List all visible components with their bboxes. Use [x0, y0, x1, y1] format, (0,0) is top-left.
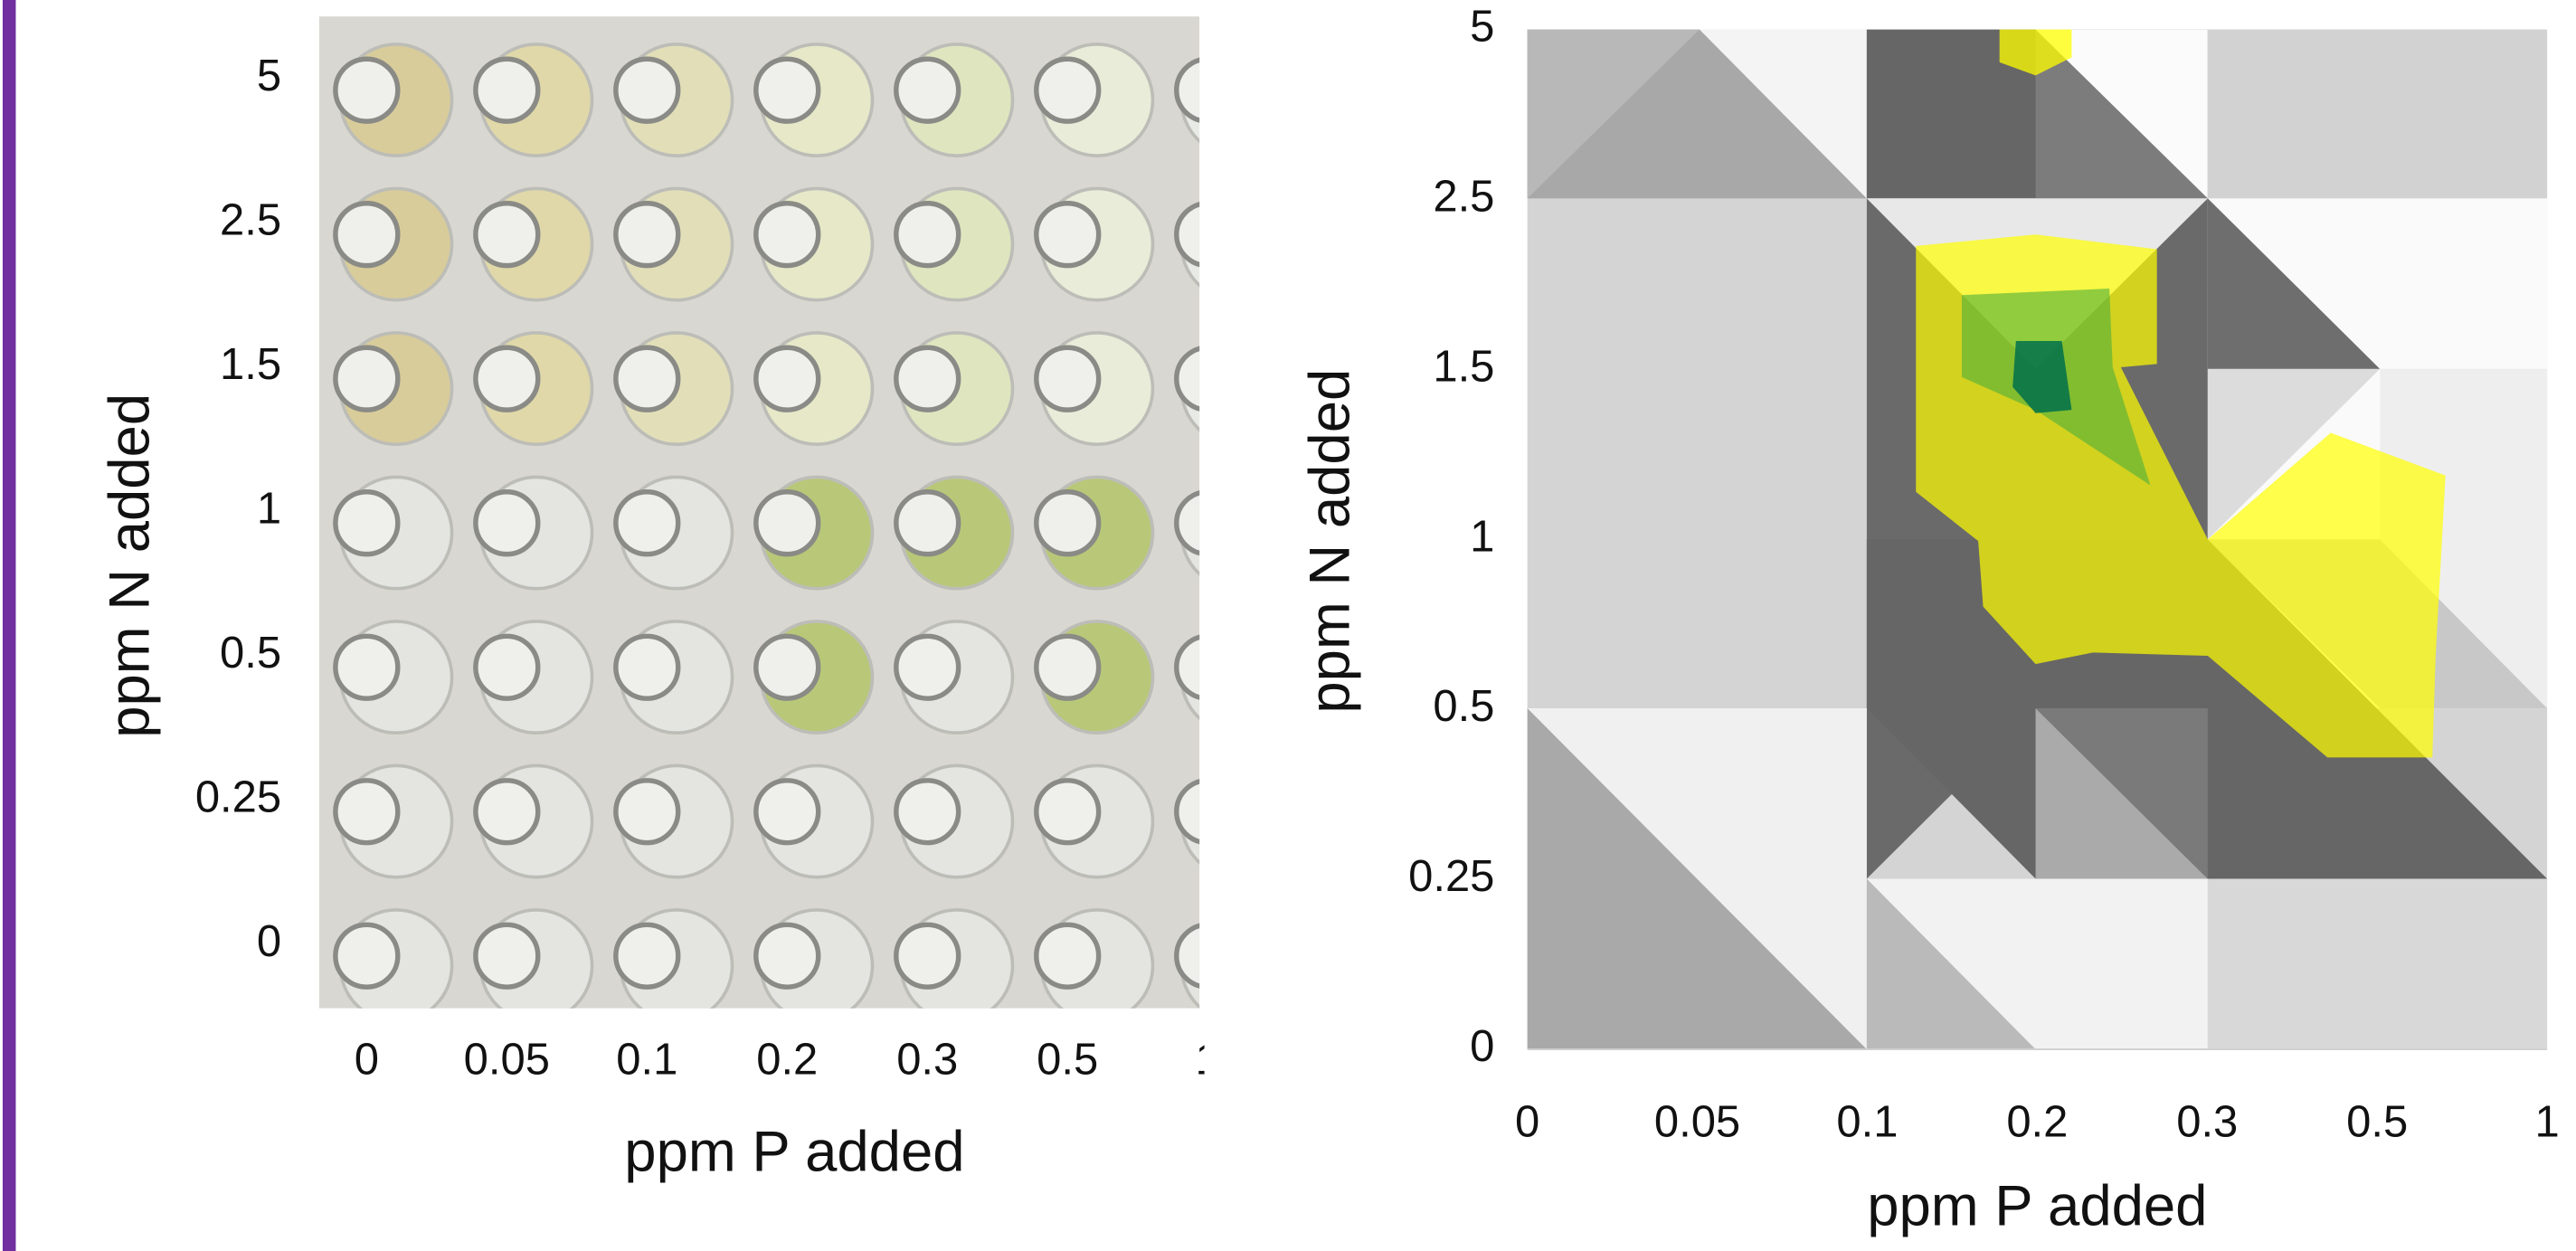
bottle-neck	[894, 633, 961, 701]
x-tick-label: 0.2	[756, 1035, 818, 1084]
x-tick-label: 0.05	[464, 1035, 550, 1084]
bottle-neck	[613, 633, 681, 701]
x-tick-label: 1	[2534, 1097, 2559, 1146]
side-strip	[2, 0, 16, 1251]
bottle-neck	[894, 345, 961, 412]
y-tick-label: 1.5	[1433, 342, 1494, 391]
bottle-neck	[1174, 634, 1200, 700]
bottle-neck	[1174, 57, 1200, 123]
bottle-neck	[333, 56, 401, 124]
x-tick-label: 0.1	[616, 1035, 677, 1084]
bottle-neck	[1174, 346, 1200, 412]
x-tick-label: 0.3	[2176, 1097, 2238, 1146]
y-tick-label: 1	[1470, 512, 1494, 561]
y-tick-label: 0.5	[1433, 682, 1494, 731]
bottle-neck	[1174, 779, 1200, 845]
bottle-neck	[613, 922, 681, 990]
bottle-neck	[753, 201, 821, 269]
bottle-neck	[333, 778, 401, 846]
x-tick-label: 1	[1196, 1035, 1220, 1084]
x-axis-label: ppm P added	[1867, 1174, 2207, 1237]
x-tick-label: 0.5	[1037, 1035, 1098, 1084]
bottle-neck	[1174, 202, 1200, 268]
x-tick-label: 0	[355, 1035, 379, 1084]
x-tick-label: 0.2	[2006, 1097, 2068, 1146]
bottle-neck	[473, 922, 541, 990]
bottle-neck	[473, 345, 541, 412]
y-tick-label: 0	[1470, 1022, 1494, 1071]
bottle-neck	[473, 778, 541, 846]
bottle-neck	[1034, 345, 1102, 412]
bottle-neck	[753, 345, 821, 412]
y-tick-label: 0.5	[220, 629, 281, 678]
bottle-neck	[613, 489, 681, 557]
photo	[318, 16, 1200, 1009]
bottle-neck	[333, 489, 401, 557]
x-tick-label: 0	[1515, 1097, 1539, 1146]
y-tick-label: 0	[257, 917, 281, 966]
bottle-neck	[613, 201, 681, 269]
y-tick-label: 1	[257, 484, 281, 533]
bottle-neck	[1034, 489, 1102, 557]
bottle-neck	[1174, 923, 1200, 989]
bottle-neck	[1034, 201, 1102, 269]
y-axis-label: ppm N added	[99, 393, 162, 738]
x-tick-label: 0.05	[1654, 1097, 1740, 1146]
bottle-neck	[613, 56, 681, 124]
bottle-neck	[473, 633, 541, 701]
bottle-neck	[613, 778, 681, 846]
y-tick-label: 0.25	[195, 772, 281, 821]
y-tick-label: 1.5	[220, 340, 281, 389]
y-tick-label: 2.5	[220, 195, 281, 244]
bottle-neck	[473, 56, 541, 124]
x-tick-label: 0.3	[896, 1035, 958, 1084]
x-tick-label: 0.5	[2346, 1097, 2408, 1146]
bottle-neck	[333, 633, 401, 701]
y-tick-label: 5	[1470, 3, 1494, 52]
x-tick-label: 0.1	[1836, 1097, 1898, 1146]
bottle-neck	[753, 922, 821, 990]
bottle-neck	[894, 56, 961, 124]
y-tick-label: 0.25	[1408, 852, 1494, 901]
y-axis-label: ppm N added	[1299, 369, 1362, 714]
bottle-neck	[894, 778, 961, 846]
bottle-neck	[753, 633, 821, 701]
bottle-neck	[894, 922, 961, 990]
bottle-neck	[753, 489, 821, 557]
y-tick-label: 5	[257, 52, 281, 100]
x-axis-label: ppm P added	[624, 1121, 964, 1184]
bottle-neck	[1034, 922, 1102, 990]
bottle-neck	[1034, 633, 1102, 701]
bottle-neck	[473, 489, 541, 557]
bottle-neck	[333, 201, 401, 269]
contour-plot	[1527, 29, 2548, 1050]
bottle-neck	[894, 201, 961, 269]
bottle-neck	[1034, 56, 1102, 124]
bottle-neck	[1034, 778, 1102, 846]
bottle-neck	[753, 56, 821, 124]
bottle-neck	[1174, 490, 1200, 556]
bottle-neck	[333, 922, 401, 990]
bottle-neck	[894, 489, 961, 557]
bottle-neck	[753, 778, 821, 846]
bottle-neck	[473, 201, 541, 269]
bottle-neck	[333, 345, 401, 412]
y-tick-label: 2.5	[1433, 172, 1494, 221]
x-tick-labels: 0 0.05 0.1 0.2 0.3 0.5 1	[355, 1035, 1220, 1084]
bottle-neck	[613, 345, 681, 412]
